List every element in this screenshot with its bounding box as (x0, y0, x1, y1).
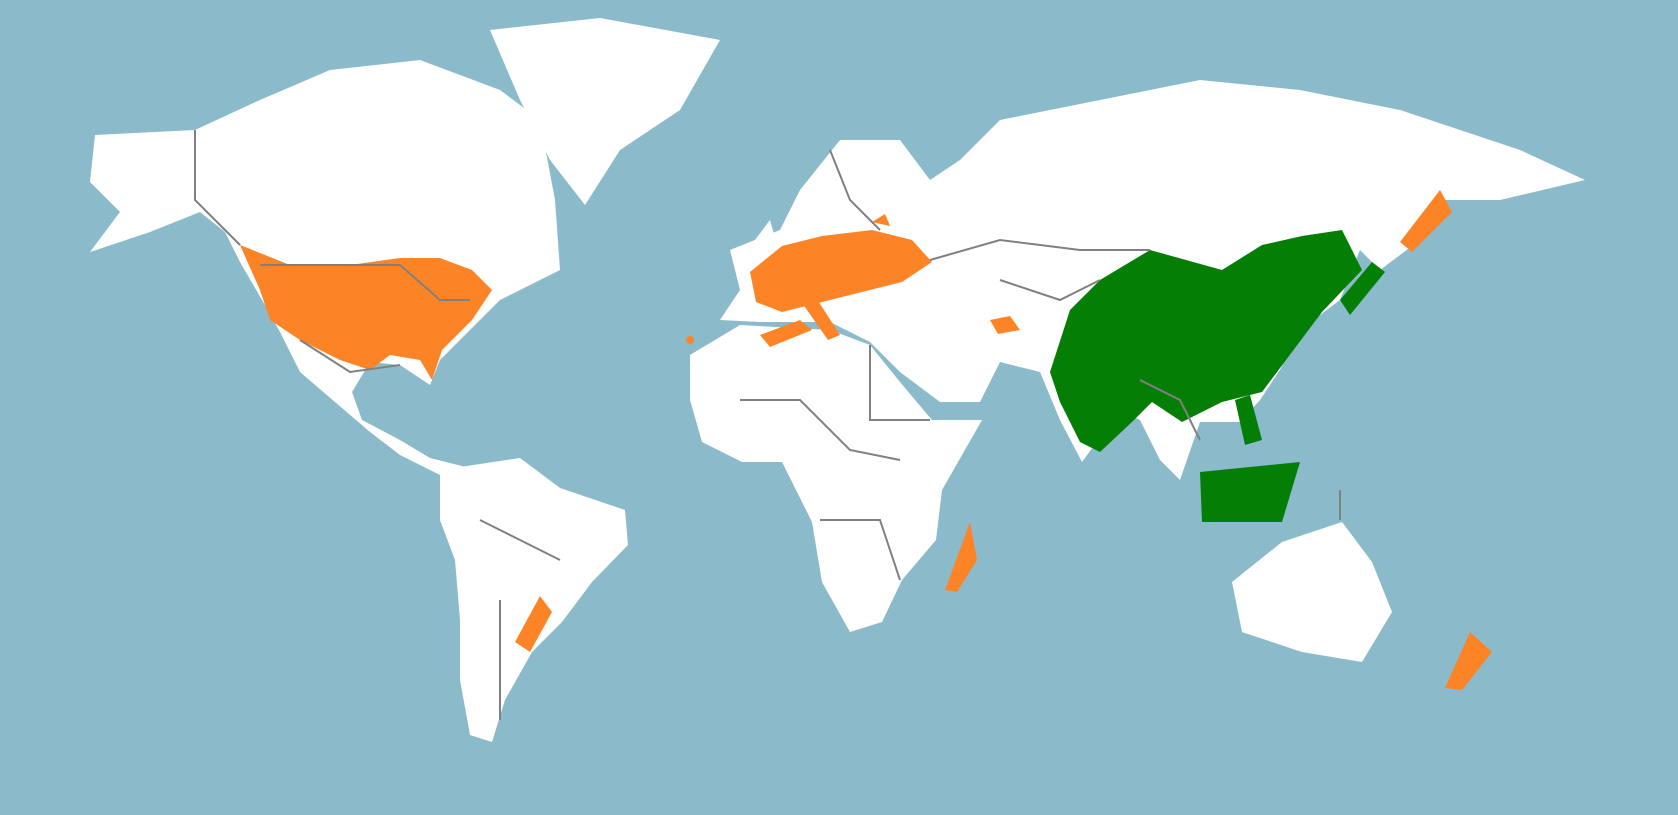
region-indonesia (1200, 462, 1300, 522)
australia (1232, 522, 1392, 662)
region-italy (800, 296, 840, 340)
region-europe (750, 230, 932, 312)
region-uruguay-argentina (515, 596, 552, 652)
region-philippines (1235, 395, 1262, 445)
region-new-zealand (1445, 632, 1492, 690)
region-madagascar (945, 522, 977, 592)
uk (755, 220, 780, 262)
region-algeria (760, 320, 812, 347)
country-borders (194, 130, 1341, 720)
africa (690, 325, 982, 632)
region-poland-north (872, 214, 890, 226)
region-united-states (240, 245, 492, 380)
green-regions (1050, 230, 1385, 522)
region-china-india (1050, 230, 1362, 452)
region-azores (686, 336, 694, 344)
region-japan (1340, 262, 1385, 315)
region-caucasus (990, 316, 1020, 334)
orange-regions (240, 190, 1492, 690)
south-america (440, 458, 628, 742)
greenland (490, 18, 720, 205)
region-kamchatka (1400, 190, 1452, 252)
